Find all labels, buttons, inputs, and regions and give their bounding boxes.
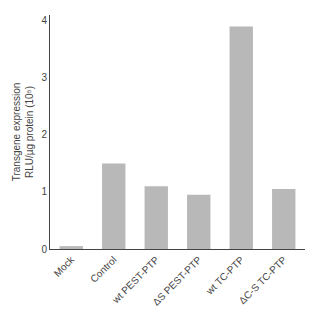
svg-text:2: 2 <box>41 129 47 140</box>
svg-text:ΔS PEST-PTP: ΔS PEST-PTP <box>150 254 204 308</box>
svg-text:Control: Control <box>88 254 119 285</box>
svg-text:ΔC-S TC-PTP: ΔC-S TC-PTP <box>237 254 289 306</box>
svg-text:1: 1 <box>41 186 47 197</box>
svg-text:3: 3 <box>41 72 47 83</box>
svg-text:Mock: Mock <box>52 253 77 278</box>
svg-text:wt TC-PTP: wt TC-PTP <box>203 254 246 297</box>
svg-text:4: 4 <box>41 15 47 26</box>
svg-text:Transgene expressionRLU/µg pro: Transgene expressionRLU/µg protein (10⁵) <box>11 83 35 182</box>
svg-text:wt PEST-PTP: wt PEST-PTP <box>109 254 161 306</box>
svg-text:0: 0 <box>41 244 47 255</box>
